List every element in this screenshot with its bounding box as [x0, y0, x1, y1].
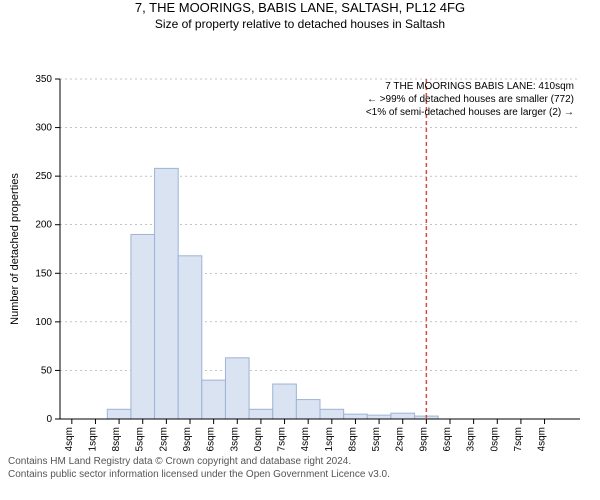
footer-line-2: Contains public sector information licen…: [8, 468, 592, 481]
svg-text:0: 0: [46, 414, 52, 425]
svg-text:382sqm: 382sqm: [395, 427, 406, 451]
page-subtitle: Size of property relative to detached ho…: [0, 17, 600, 31]
svg-text:300: 300: [35, 123, 52, 134]
svg-text:355sqm: 355sqm: [371, 427, 382, 451]
svg-text:7 THE MOORINGS BABIS LANE: 410: 7 THE MOORINGS BABIS LANE: 410sqm: [385, 81, 574, 92]
svg-text:517sqm: 517sqm: [513, 427, 524, 451]
svg-text:Number of detached properties: Number of detached properties: [9, 173, 21, 325]
histogram-chart: 0 50 100 150 200 250 300 350 4sqm 31sqm 58sqm 85sqm…: [0, 31, 600, 451]
svg-text:463sqm: 463sqm: [466, 427, 477, 451]
svg-text:328sqm: 328sqm: [347, 427, 358, 451]
svg-text:247sqm: 247sqm: [277, 427, 288, 451]
svg-text:490sqm: 490sqm: [489, 427, 500, 451]
svg-text:85sqm: 85sqm: [135, 427, 146, 451]
svg-text:274sqm: 274sqm: [300, 427, 311, 451]
svg-text:<1% of semi-detached houses ar: <1% of semi-detached houses are larger (…: [366, 107, 574, 118]
svg-text:4sqm: 4sqm: [64, 427, 75, 451]
page-title: 7, THE MOORINGS, BABIS LANE, SALTASH, PL…: [0, 0, 600, 15]
svg-text:58sqm: 58sqm: [111, 427, 122, 451]
svg-text:50: 50: [41, 365, 53, 376]
svg-text:436sqm: 436sqm: [442, 427, 453, 451]
svg-text:139sqm: 139sqm: [182, 427, 193, 451]
svg-text:31sqm: 31sqm: [87, 427, 98, 451]
svg-text:100: 100: [35, 317, 52, 328]
svg-text:112sqm: 112sqm: [158, 427, 169, 451]
svg-text:409sqm: 409sqm: [418, 427, 429, 451]
footer-line-1: Contains HM Land Registry data © Crown c…: [8, 455, 592, 468]
svg-text:220sqm: 220sqm: [253, 427, 264, 451]
svg-text:150: 150: [35, 268, 52, 279]
svg-text:166sqm: 166sqm: [206, 427, 217, 451]
svg-text:250: 250: [35, 171, 52, 182]
svg-text:301sqm: 301sqm: [324, 427, 335, 451]
svg-text:← >99% of detached houses are: ← >99% of detached houses are smaller (7…: [367, 94, 574, 105]
svg-text:193sqm: 193sqm: [229, 427, 240, 451]
footer: Contains HM Land Registry data © Crown c…: [0, 451, 600, 481]
svg-text:544sqm: 544sqm: [537, 427, 548, 451]
svg-text:200: 200: [35, 220, 52, 231]
svg-text:350: 350: [35, 74, 52, 85]
